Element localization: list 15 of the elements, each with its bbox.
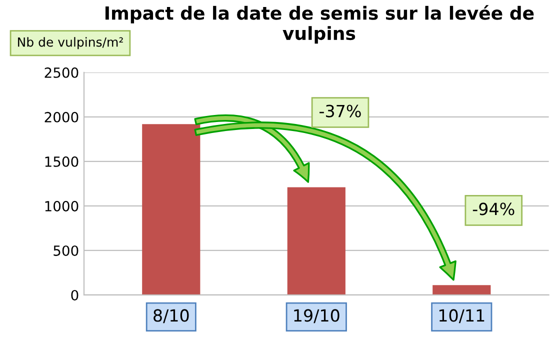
- x-tick-label: 10/11: [439, 309, 484, 324]
- x-tick-label: 8/10: [154, 309, 189, 324]
- x-tick-label: 19/10: [294, 309, 340, 324]
- y-tick-label: 1000: [45, 200, 78, 212]
- annotation: -37%: [320, 104, 361, 118]
- y-tick-label: 0: [71, 290, 78, 300]
- bar: [142, 124, 200, 295]
- y-tick-label: 500: [54, 245, 78, 256]
- bar: [287, 187, 346, 295]
- y-tick-label: 1500: [45, 156, 78, 167]
- bar: [432, 285, 491, 295]
- y-tick-label: 2500: [44, 67, 78, 78]
- y-axis-title: Nb de vulpins/m²: [18, 37, 123, 50]
- annotation: -94%: [472, 202, 514, 216]
- y-tick-label: 2000: [44, 112, 78, 122]
